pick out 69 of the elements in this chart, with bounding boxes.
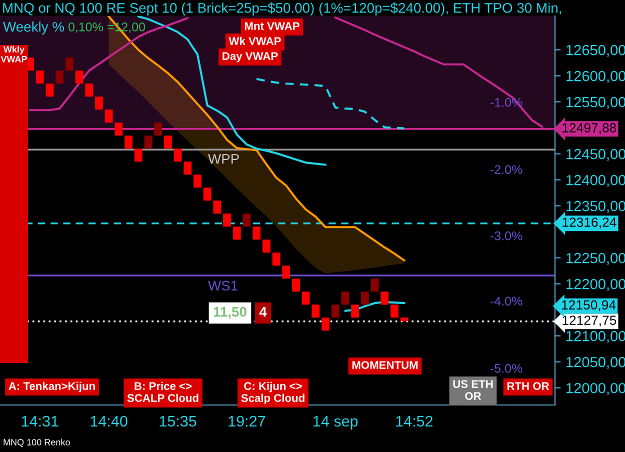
candlestick (380, 290, 389, 306)
annotation: Weekly % (3, 22, 64, 34)
candlestick (184, 160, 192, 176)
annotation: Wk VWAP (228, 36, 281, 45)
candlestick (292, 278, 300, 292)
candlestick (242, 212, 251, 228)
candlestick (252, 226, 261, 240)
candlestick (203, 186, 212, 202)
candlestick (370, 278, 379, 292)
x-tick-label: 19:27 (228, 416, 266, 427)
x-tick-label: 14:52 (396, 416, 433, 427)
ref-line-label: 12127,75 (562, 316, 616, 326)
annotation: RTH OR (507, 382, 550, 390)
annotation: C: Kijun <> Scalp Cloud (241, 382, 304, 404)
candlestick (322, 316, 330, 332)
annotation: 4 (259, 307, 267, 317)
chart-title: MNQ or NQ 100 RE Sept 10 (1 Brick=25p=$50.00) (1%=120p=$240.00), ETH TPO 30 Min, (3, 2, 561, 16)
candlestick (194, 174, 202, 188)
candlestick (65, 56, 74, 72)
candlestick (154, 122, 162, 136)
candlestick (164, 134, 172, 150)
candlestick (56, 70, 64, 84)
candlestick (223, 212, 231, 228)
x-tick-label: 14:40 (90, 416, 128, 427)
candlestick (75, 70, 84, 84)
annotation: 11,50 (214, 306, 246, 319)
annotation: MOMENTUM (352, 361, 418, 369)
x-tick-label: 14 sep (314, 416, 358, 430)
x-tick-label: 15:35 (160, 416, 196, 427)
candlestick (36, 70, 44, 84)
candlestick (282, 264, 290, 280)
candlestick (341, 290, 350, 306)
candlestick (124, 134, 132, 150)
candlestick (144, 134, 152, 150)
candlestick (262, 238, 270, 254)
annotation: US ETH OR (453, 380, 493, 400)
annotation: B: Price <> SCALP Cloud (127, 382, 198, 402)
candlestick (351, 304, 359, 318)
candlestick (174, 148, 182, 162)
annotation: -4.0% (490, 296, 522, 306)
candlestick (95, 96, 103, 110)
candlestick (85, 82, 94, 98)
candlestick (302, 290, 310, 306)
annotation: -5.0% (490, 364, 522, 373)
candlestick (331, 304, 340, 318)
candlestick (360, 290, 369, 306)
ref-line-label: 12497,88 (562, 123, 616, 134)
candlestick (232, 226, 241, 240)
annotation: Mnt VWAP (244, 22, 300, 30)
annotation: WS1 (208, 280, 238, 291)
candlestick (390, 304, 398, 318)
line-series (256, 78, 406, 130)
candlestick (46, 82, 54, 98)
annotation: Day VWAP (222, 52, 278, 62)
candlestick (134, 148, 142, 162)
candlestick (104, 108, 113, 124)
text: 12150,94 (562, 300, 616, 312)
x-tick-label: 14:31 (22, 416, 58, 427)
annotation: A: Tenkan>Kijun (8, 382, 95, 392)
ref-line-label: 12316,24 (562, 218, 616, 228)
candlestick (114, 122, 123, 136)
annotation: -3.0% (490, 231, 522, 240)
candlestick (213, 200, 222, 214)
candlestick (272, 252, 280, 266)
text: MNQ 100 Renko (4, 438, 70, 448)
annotation: WPP (208, 154, 239, 164)
annotation: Wkly VWAP (0, 46, 27, 62)
candlestick (312, 304, 320, 318)
annotation: -2.0% (490, 165, 522, 174)
